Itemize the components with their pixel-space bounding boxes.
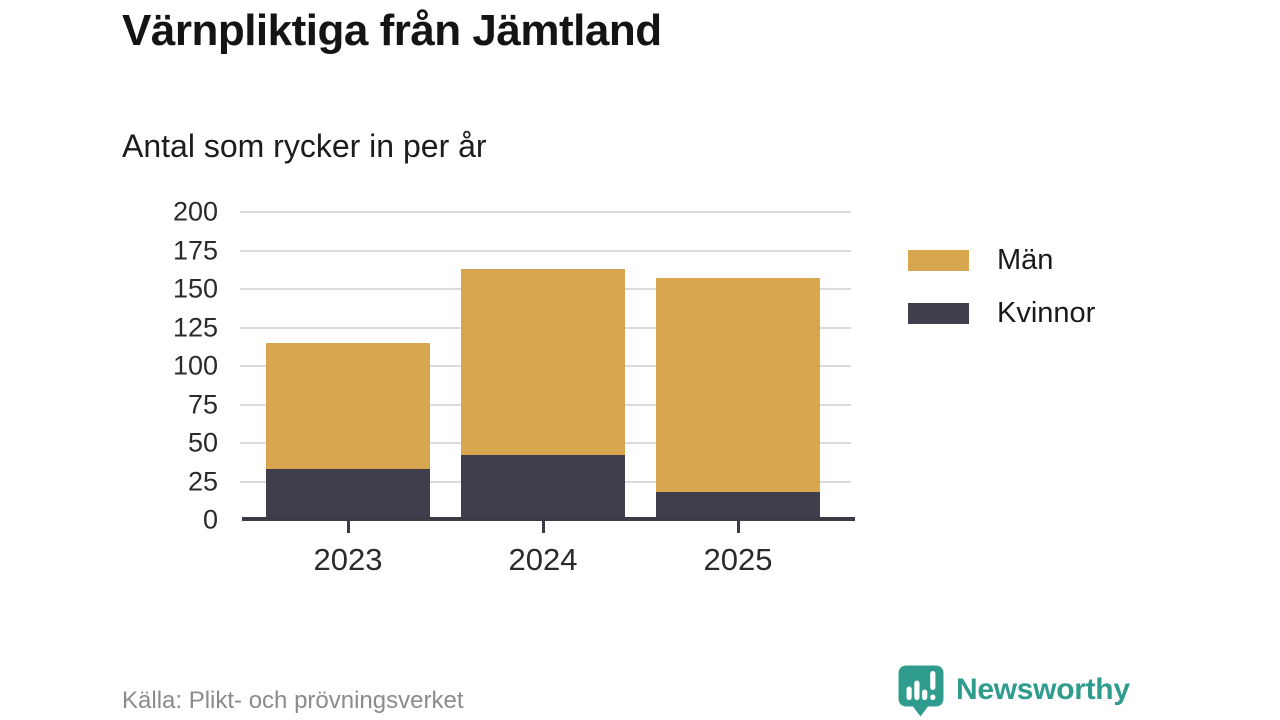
newsworthy-logo: Newsworthy bbox=[897, 663, 1130, 717]
x-axis-line bbox=[242, 517, 855, 521]
y-axis-tick-label-175: 175 bbox=[172, 235, 218, 266]
bar-män-2024 bbox=[461, 269, 625, 455]
y-axis-tick-label-100: 100 bbox=[172, 350, 218, 381]
gridline-175 bbox=[240, 250, 851, 252]
legend-label-kvinnor: Kvinnor bbox=[997, 297, 1096, 329]
legend-swatch-kvinnor bbox=[908, 303, 969, 324]
x-axis-tick-2024 bbox=[541, 521, 545, 533]
y-axis-tick-label-0: 0 bbox=[202, 504, 218, 535]
bar-kvinnor-2024 bbox=[461, 455, 625, 520]
x-axis-tick-2023 bbox=[346, 521, 350, 533]
gridline-200 bbox=[240, 211, 851, 213]
newsworthy-speech-bubble-icon bbox=[898, 665, 944, 716]
bar-kvinnor-2023 bbox=[266, 469, 430, 520]
x-axis-tick-2025 bbox=[736, 521, 740, 533]
newsworthy-wordmark: Newsworthy bbox=[956, 673, 1130, 706]
chart-legend: Män Kvinnor bbox=[908, 246, 1095, 352]
legend-label-män: Män bbox=[997, 244, 1054, 276]
bar-kvinnor-2025 bbox=[656, 492, 820, 520]
legend-item-män: Män bbox=[908, 246, 1095, 275]
x-axis-label-2023: 2023 bbox=[313, 542, 383, 577]
y-axis-tick-label-125: 125 bbox=[172, 312, 218, 343]
y-axis-tick-label-50: 50 bbox=[187, 427, 218, 458]
source-note: Källa: Plikt- och prövningsverket bbox=[122, 687, 464, 714]
x-axis-label-2024: 2024 bbox=[508, 542, 578, 577]
x-axis-label-2025: 2025 bbox=[703, 542, 773, 577]
legend-item-kvinnor: Kvinnor bbox=[908, 299, 1095, 328]
bar-män-2023 bbox=[266, 343, 430, 469]
y-axis-tick-label-75: 75 bbox=[187, 389, 218, 420]
y-axis-tick-label-200: 200 bbox=[172, 196, 218, 227]
chart-title: Värnpliktiga från Jämtland bbox=[122, 6, 662, 55]
y-axis-tick-label-25: 25 bbox=[187, 466, 218, 497]
legend-swatch-män bbox=[908, 250, 969, 271]
chart-subtitle: Antal som rycker in per år bbox=[122, 128, 487, 164]
y-axis-tick-label-150: 150 bbox=[172, 273, 218, 304]
bar-män-2025 bbox=[656, 278, 820, 492]
